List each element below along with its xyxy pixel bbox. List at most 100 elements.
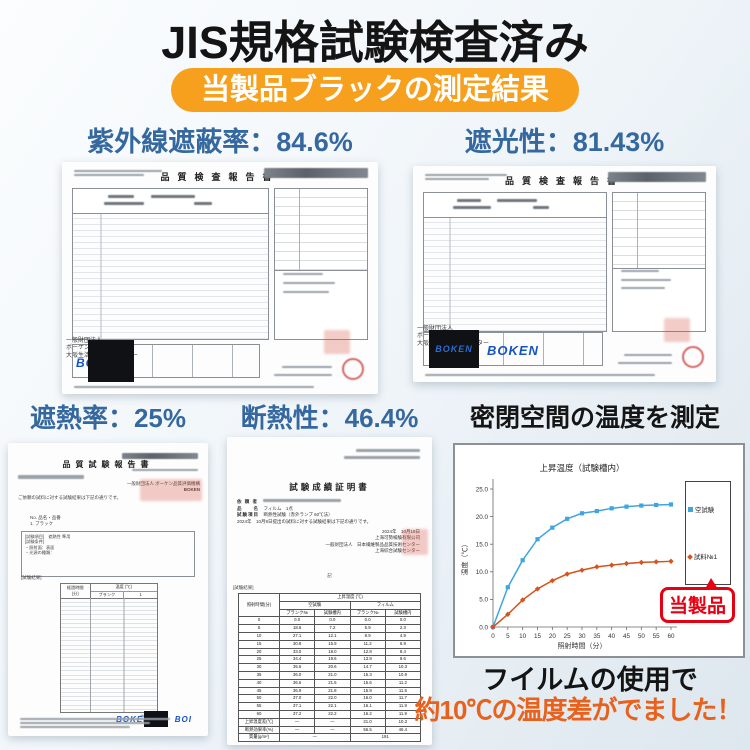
red-stamp [324, 330, 350, 354]
redacted-note-bar [425, 374, 655, 376]
boken-logo: BOKEN [487, 343, 539, 358]
header-film: フィルム [349, 600, 421, 610]
boken-logo-partial: BOI [174, 715, 192, 724]
legend-item-sample1: 試料№1 [687, 552, 728, 561]
redacted-note-bar [20, 718, 170, 720]
report-heat-document: 品質試験報告書 一般財団法人 ボーケン品質評価機構 BOKEN ご依頼の試料に対… [8, 443, 208, 736]
redacted-text-bar [533, 206, 550, 209]
svg-text:30: 30 [578, 633, 586, 640]
result-badge: 当製品ブラックの測定結果 [170, 68, 580, 112]
svg-text:10: 10 [519, 633, 527, 640]
header-temp: 上昇温度 (℃) [279, 593, 421, 602]
sealed-space-title: 密閉空間の温度を測定 [469, 404, 720, 432]
svg-text:0.0: 0.0 [479, 624, 488, 631]
org-line: 上海可勢検験有限公司 [375, 535, 420, 541]
metric-uv-shielding: 紫外線遮蔽率：84.6% [87, 127, 353, 157]
redacted-text-bar [262, 499, 341, 502]
svg-text:0: 0 [491, 633, 495, 640]
report-heat-table: 経過時間 (分) 温度 (℃) ブランク 1 [60, 583, 158, 713]
svg-text:5.0: 5.0 [479, 597, 488, 604]
report-uv-title: 品質検査報告書 [160, 172, 280, 182]
svg-text:60: 60 [667, 633, 675, 640]
result-label: [試験結果] [233, 585, 254, 590]
report-heat-table-header: 経過時間 (分) 温度 (℃) ブランク 1 [61, 584, 157, 599]
metric-heat-shield: 遮熱率：25% [29, 403, 187, 433]
svg-text:55: 55 [653, 633, 661, 640]
meta-value: フィルム 1点 [263, 505, 293, 511]
redacted-header-bar [264, 168, 368, 178]
svg-text:45: 45 [623, 633, 631, 640]
redacted-text-bar [283, 282, 335, 284]
redacted-header-bar [122, 453, 198, 459]
temperature-rise-chart: 上昇温度（試験槽内） 0.0 5.0 10.0 15.0 20.0 25.0 0 5 10 15 20… [460, 463, 677, 650]
issue-date: 2024年 10月18日 [381, 529, 420, 534]
header-text: ブランク [91, 592, 125, 598]
report-heat-table-rows [61, 598, 157, 712]
header-text: 温度 (℃) [90, 584, 157, 592]
report-heat-org: 一般財団法人 ボーケン品質評価機構 BOKEN [127, 481, 200, 492]
report-uv-body [72, 188, 368, 340]
svg-text:上昇温度（試験槽内）: 上昇温度（試験槽内） [539, 463, 624, 473]
meta-label: 依 頼 者 [237, 499, 259, 504]
boken-logo-inner: BOKEN [435, 344, 473, 354]
meta-statement: 2024年 10月9日提出の試料に対する試験結果は下記の通りです。 [237, 518, 372, 524]
product-callout-label: 当製品 [668, 596, 726, 617]
report-uv-document: 品質検査報告書 一般財団法人 ボーケン品質評価機構 [62, 162, 378, 394]
insulation-table-rows: 0 0.0 0.0 0.0 0.0 5 18.6 7.2 5.9 2.3 10 27.1 12.1 8.9… [237, 616, 422, 743]
legend-label: 空試験 [695, 507, 715, 514]
report-shading-document: 品質検査報告書 一般財団法人 ボーケン品質評価機構 [413, 166, 716, 382]
svg-text:5: 5 [506, 633, 510, 640]
report-uv-table [72, 188, 269, 340]
header-sub: ブランク№ [349, 608, 386, 618]
certificate-issuer: 2024年 10月18日 上海可勢検験有限公司 一般財団法人 日本繊維製品品質技… [326, 529, 421, 555]
header-sub: 試験槽内 [384, 608, 422, 618]
legend-item-blank-test: 空試験 [688, 505, 728, 514]
svg-text:35: 35 [593, 633, 601, 640]
redacted-text-bar [425, 178, 489, 180]
svg-text:50: 50 [638, 633, 646, 640]
redacted-note-bar [20, 722, 150, 724]
product-callout-bubble: 当製品 [659, 578, 735, 623]
square-marker-icon [688, 507, 693, 512]
round-seal [682, 346, 704, 368]
redacted-text-bar [344, 456, 420, 459]
header-blank-test: 空試験 [279, 600, 351, 610]
section-value: 遮熱性 準用 [48, 534, 71, 539]
redacted-note-bar [74, 386, 314, 388]
redacted-text-bar [453, 206, 492, 209]
certificate-meta: 依 頼 者 品 名 フィルム 1点 試験項目 断熱性試験（赤外ランプ 60℃法）… [237, 499, 371, 525]
insulation-data-table: 照射時間(分) 上昇温度 (℃) 空試験 フィルム ブランク№ 試験槽内 ブラン… [237, 592, 422, 743]
footer-line2: 約10℃の温度差がでました！ [414, 695, 743, 725]
svg-text:15.0: 15.0 [476, 542, 489, 549]
svg-text:20.0: 20.0 [476, 514, 489, 521]
report-shading-side-panel [612, 192, 706, 332]
sample-line: No. 品名・品番 [30, 515, 61, 520]
metric-insulation: 断熱性：46.4% [240, 403, 419, 433]
redacted-text-bar [496, 199, 537, 202]
report-insulation-document: 試験成績証明書 依 頼 者 品 名 フィルム 1点 試験項目 断熱性試験（赤外ラ… [227, 437, 432, 745]
chart-legend: 空試験 試料№1 [685, 481, 731, 585]
header-text: 経過時間 [66, 585, 84, 590]
meta-label: 試験項目 [237, 512, 259, 518]
bubble-tail [705, 578, 718, 589]
redacted-text-bar [274, 374, 332, 376]
meta-value: 断熱性試験（赤外ランプ 60℃法） [263, 512, 333, 518]
section-label: [試験条件] [25, 539, 45, 545]
redacted-text-bar [132, 469, 198, 471]
redacted-text-bar [356, 449, 420, 452]
metric-shading: 遮光性：81.43% [464, 127, 665, 157]
report-uv-side-panel [274, 188, 368, 340]
red-stamp [664, 318, 690, 342]
col-temp: 温度 (℃) ブランク 1 [90, 584, 157, 598]
svg-text:温度（℃）: 温度（℃） [460, 541, 469, 576]
redacted-text-bar [104, 202, 145, 205]
redacted-text-bar [283, 273, 323, 275]
redacted-text-bar [74, 170, 162, 172]
report-shading-table [423, 192, 607, 332]
svg-text:25.0: 25.0 [476, 486, 489, 493]
org-line: 上海綜合試験センター [375, 548, 420, 554]
redaction-black-box [88, 340, 134, 382]
svg-text:照射時間（分）: 照射時間（分） [558, 641, 607, 650]
org-line: 一般財団法人 ボーケン品質評価機構 [126, 481, 200, 486]
